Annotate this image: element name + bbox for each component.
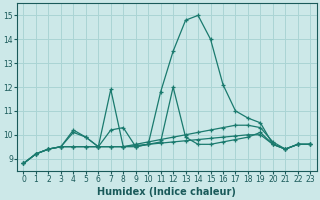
X-axis label: Humidex (Indice chaleur): Humidex (Indice chaleur) bbox=[98, 187, 236, 197]
